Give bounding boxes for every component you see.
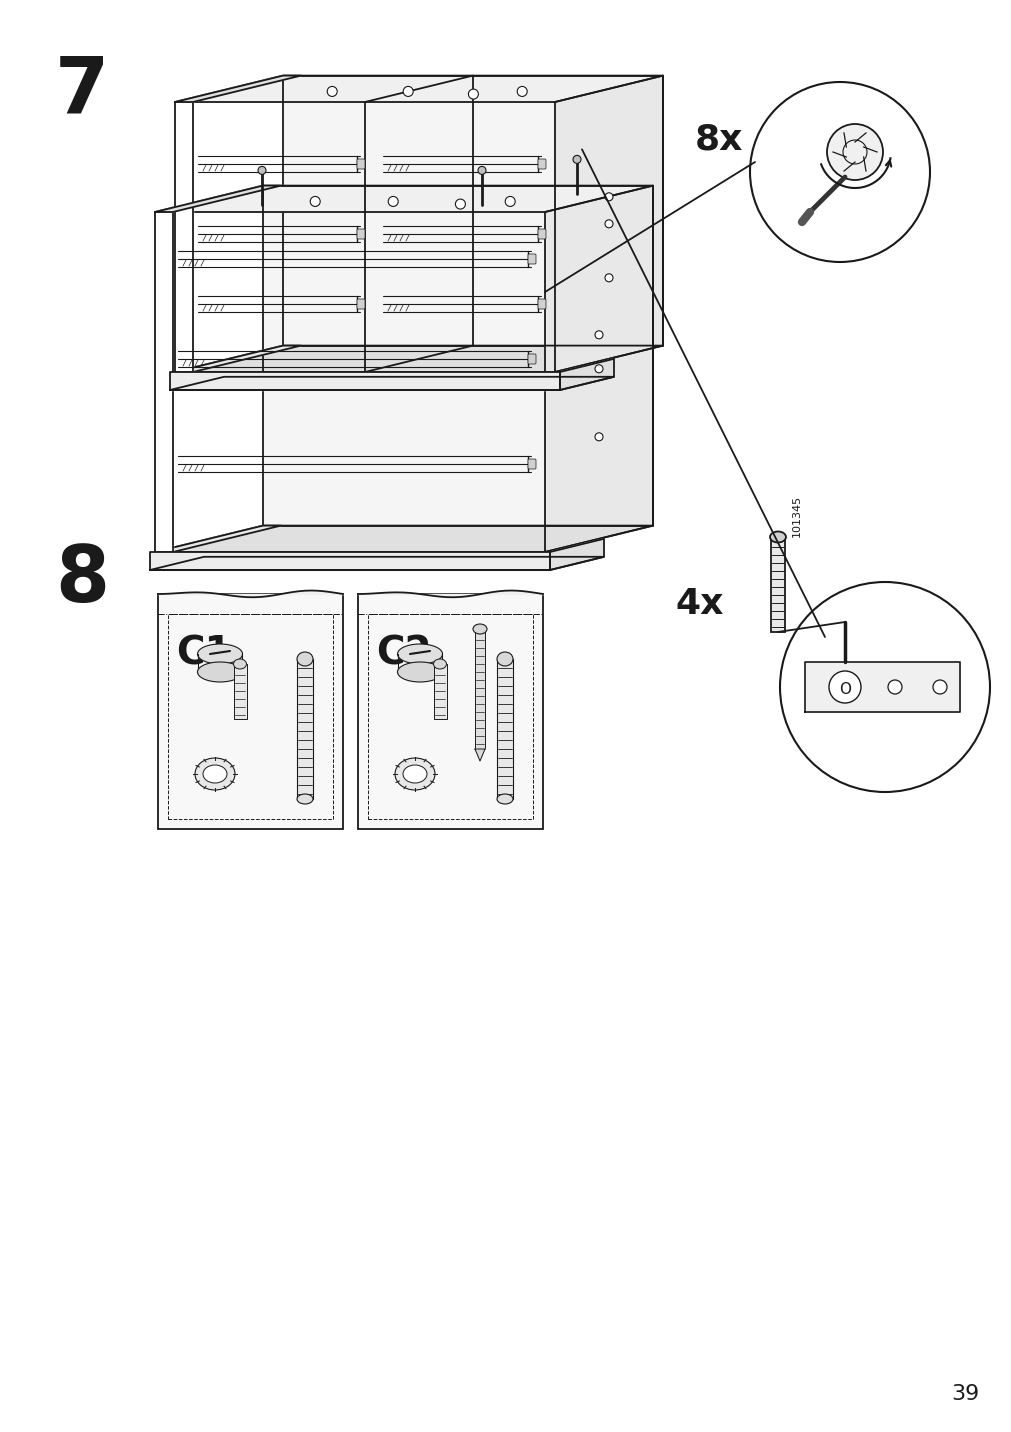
Circle shape xyxy=(594,432,603,441)
Circle shape xyxy=(468,89,478,99)
Text: C2: C2 xyxy=(376,634,432,672)
Polygon shape xyxy=(283,76,662,345)
Polygon shape xyxy=(175,345,300,372)
FancyBboxPatch shape xyxy=(357,159,365,169)
Ellipse shape xyxy=(472,624,486,634)
Ellipse shape xyxy=(195,758,235,790)
Polygon shape xyxy=(559,359,614,390)
Text: C1: C1 xyxy=(176,634,232,672)
Circle shape xyxy=(594,365,603,372)
Bar xyxy=(234,664,247,719)
Polygon shape xyxy=(175,102,193,372)
Polygon shape xyxy=(150,551,549,570)
Circle shape xyxy=(504,196,515,206)
Bar xyxy=(434,664,447,719)
Polygon shape xyxy=(170,372,559,390)
Ellipse shape xyxy=(402,765,427,783)
Text: 101345: 101345 xyxy=(792,495,801,537)
Circle shape xyxy=(887,680,901,695)
Polygon shape xyxy=(175,345,662,372)
Text: 7: 7 xyxy=(55,52,109,127)
Circle shape xyxy=(455,199,465,209)
Polygon shape xyxy=(175,76,300,102)
Circle shape xyxy=(594,331,603,339)
Circle shape xyxy=(327,86,337,96)
Polygon shape xyxy=(155,212,173,551)
Bar xyxy=(158,594,343,829)
Ellipse shape xyxy=(197,644,243,664)
Circle shape xyxy=(310,196,319,206)
Circle shape xyxy=(572,156,580,163)
Polygon shape xyxy=(155,186,281,212)
Bar xyxy=(474,629,484,749)
Bar xyxy=(496,659,513,799)
Ellipse shape xyxy=(296,793,312,803)
Polygon shape xyxy=(175,76,662,102)
Text: 8: 8 xyxy=(55,541,109,619)
Ellipse shape xyxy=(203,765,226,783)
Polygon shape xyxy=(804,662,959,712)
Circle shape xyxy=(517,86,527,96)
Text: O: O xyxy=(838,682,850,696)
Polygon shape xyxy=(263,186,652,526)
Circle shape xyxy=(605,219,613,228)
Circle shape xyxy=(749,82,929,262)
Polygon shape xyxy=(170,377,614,390)
Bar xyxy=(168,614,333,819)
FancyBboxPatch shape xyxy=(538,299,546,309)
Circle shape xyxy=(779,581,989,792)
Bar xyxy=(358,594,543,829)
Circle shape xyxy=(605,274,613,282)
Text: 8x: 8x xyxy=(695,122,743,156)
FancyBboxPatch shape xyxy=(357,299,365,309)
Bar xyxy=(296,659,312,799)
Ellipse shape xyxy=(433,659,446,669)
FancyBboxPatch shape xyxy=(528,354,536,364)
Text: 39: 39 xyxy=(950,1383,979,1403)
Ellipse shape xyxy=(234,659,247,669)
Ellipse shape xyxy=(769,531,786,543)
Polygon shape xyxy=(545,186,652,551)
Bar xyxy=(368,614,533,819)
Ellipse shape xyxy=(397,644,442,664)
FancyBboxPatch shape xyxy=(538,159,546,169)
Circle shape xyxy=(828,672,860,703)
Bar xyxy=(770,537,785,632)
Ellipse shape xyxy=(197,662,243,682)
Circle shape xyxy=(402,86,412,96)
FancyBboxPatch shape xyxy=(528,460,536,470)
Polygon shape xyxy=(155,526,281,551)
Ellipse shape xyxy=(496,652,513,666)
Circle shape xyxy=(605,193,613,200)
FancyBboxPatch shape xyxy=(357,229,365,239)
Polygon shape xyxy=(150,557,604,570)
Ellipse shape xyxy=(296,652,312,666)
Ellipse shape xyxy=(397,662,442,682)
Ellipse shape xyxy=(394,758,435,790)
Polygon shape xyxy=(549,538,604,570)
Polygon shape xyxy=(155,526,652,551)
FancyBboxPatch shape xyxy=(538,229,546,239)
Circle shape xyxy=(932,680,946,695)
Circle shape xyxy=(826,125,883,180)
FancyBboxPatch shape xyxy=(528,253,536,263)
Ellipse shape xyxy=(496,793,513,803)
Circle shape xyxy=(477,166,485,175)
Polygon shape xyxy=(474,749,484,760)
Text: 4x: 4x xyxy=(674,587,723,621)
Polygon shape xyxy=(155,186,652,212)
Circle shape xyxy=(388,196,397,206)
Circle shape xyxy=(258,166,266,175)
Polygon shape xyxy=(554,76,662,372)
